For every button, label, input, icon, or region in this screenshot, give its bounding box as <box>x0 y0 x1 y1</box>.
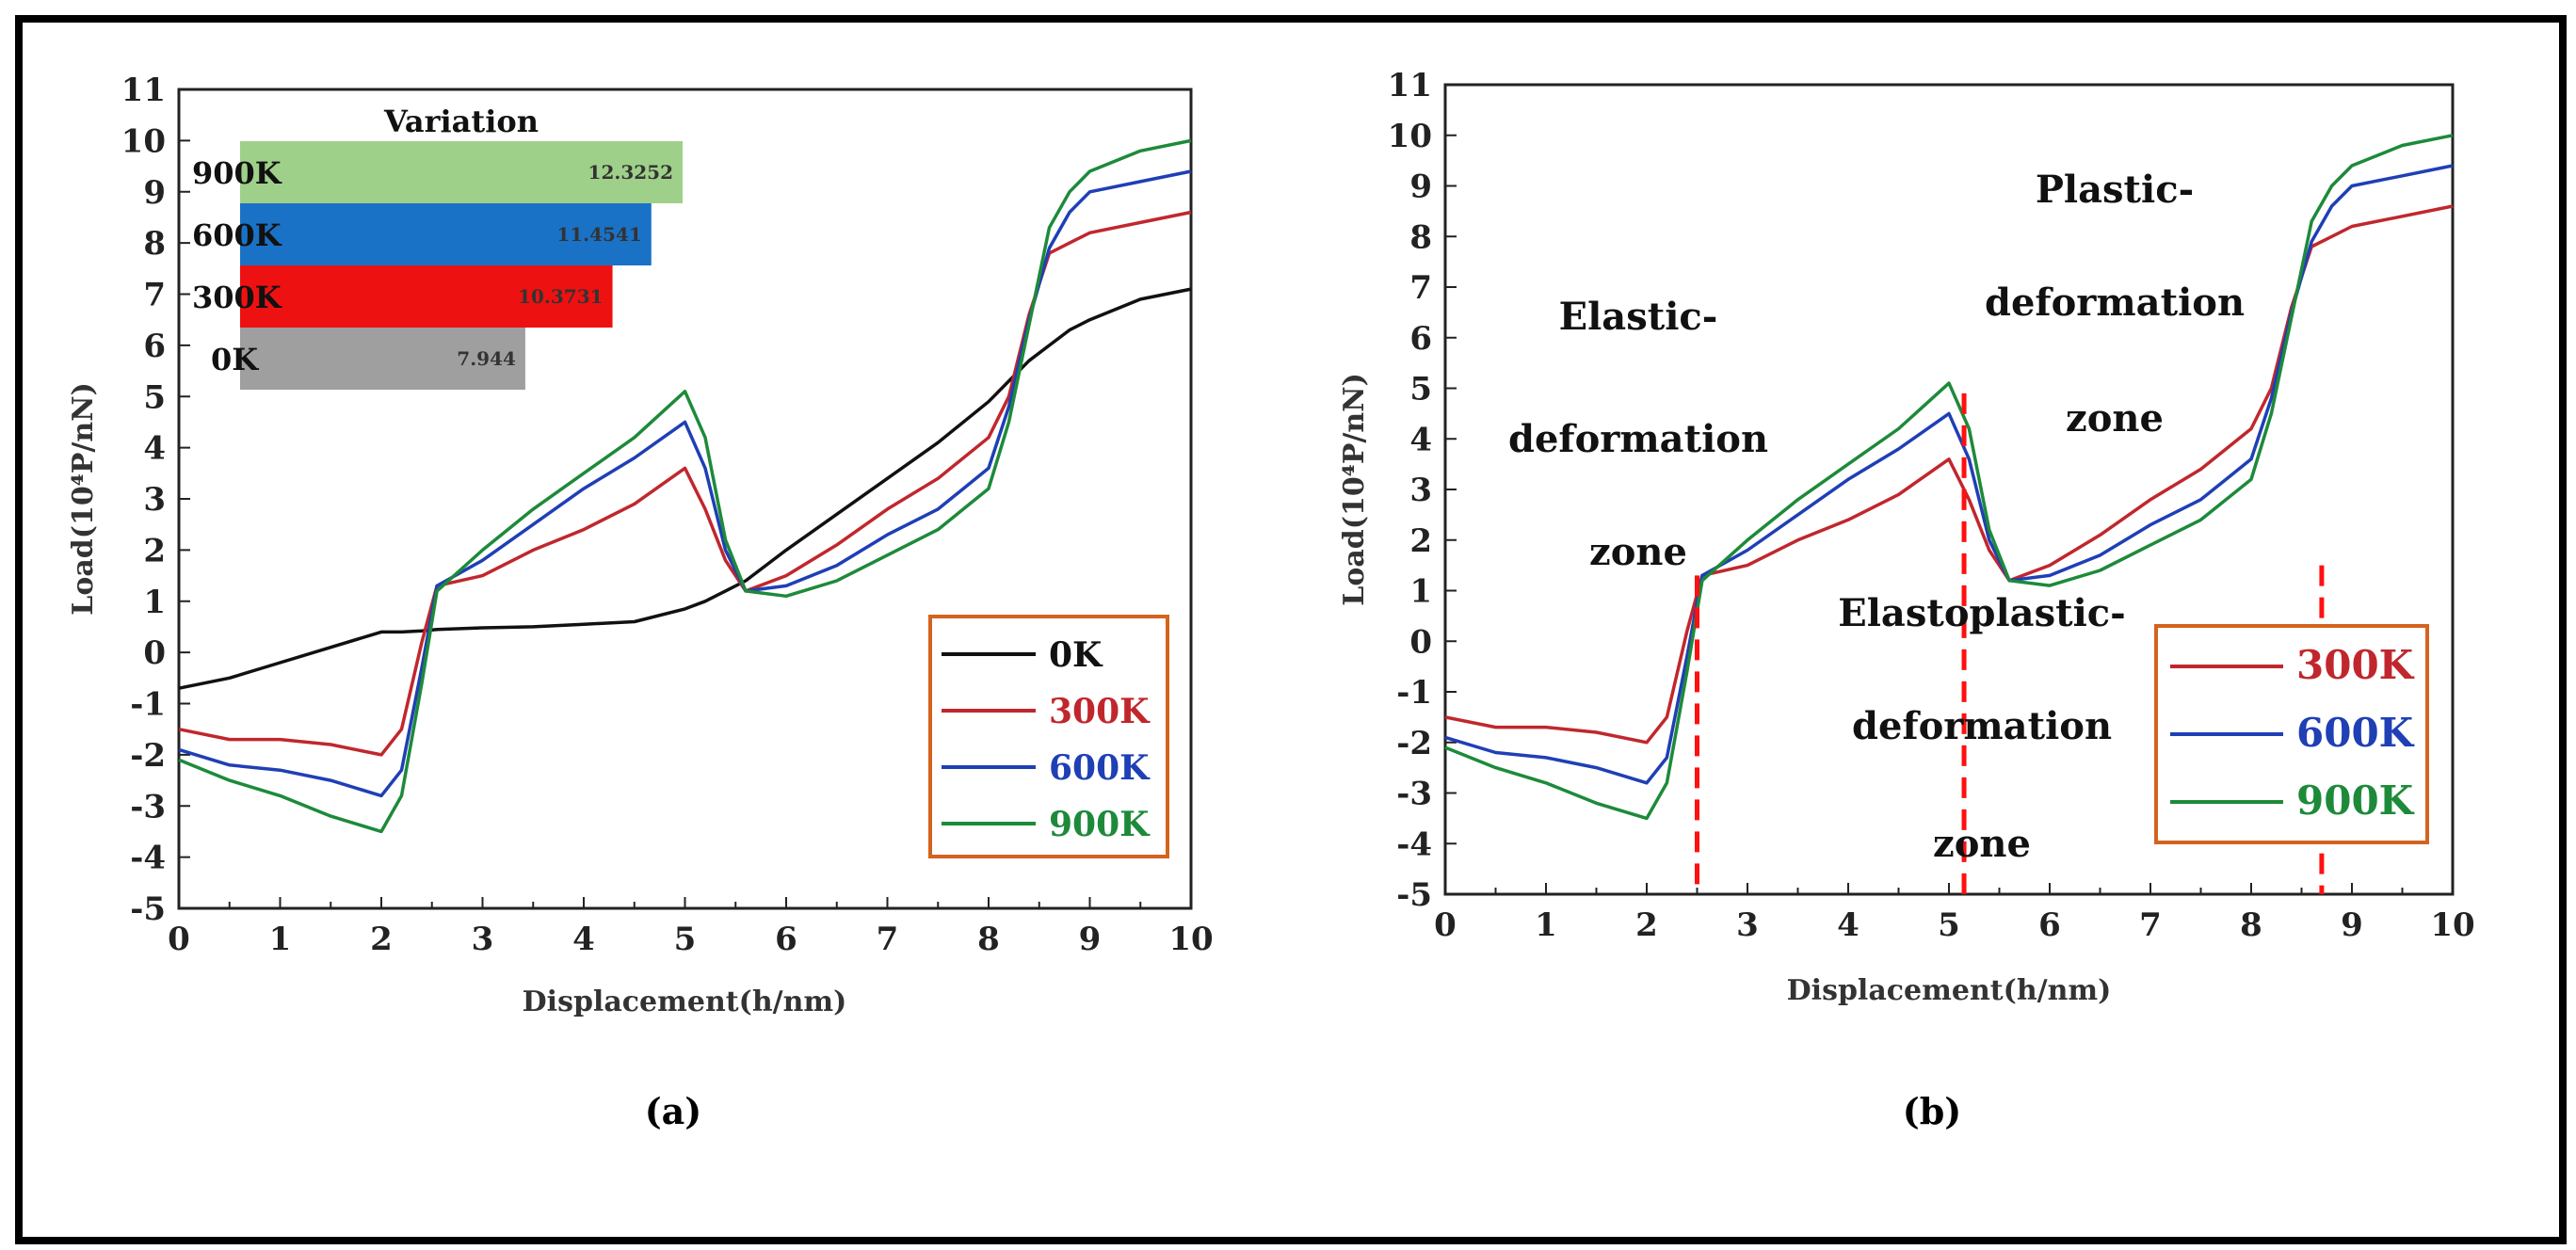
inset-bar-300k <box>240 265 613 328</box>
x-tick-label: 8 <box>977 921 1000 958</box>
caption-b: (b) <box>1902 1090 1962 1132</box>
y-tick-label: 7 <box>1409 269 1432 307</box>
x-tick-label: 9 <box>1079 921 1102 958</box>
legend-label-600k: 600K <box>2296 710 2415 756</box>
y-tick-label: 1 <box>143 584 166 621</box>
x-tick-label: 2 <box>370 921 393 958</box>
inset-bar-900k <box>240 141 683 203</box>
inset-bar-value: 7.944 <box>457 347 516 370</box>
x-tick-label: 0 <box>1434 906 1457 944</box>
legend-label-900k: 900K <box>2296 777 2415 824</box>
x-tick-label: 5 <box>674 921 697 958</box>
y-tick-label: -1 <box>1396 674 1432 712</box>
x-axis-label-b: Displacement(h/nm) <box>1787 974 2112 1007</box>
x-tick-label: 3 <box>1736 906 1759 944</box>
x-tick-label: 7 <box>877 921 899 958</box>
x-tick-label: 4 <box>1837 906 1860 944</box>
plastic-zone-label: zone <box>2066 396 2164 441</box>
inset-bar-label: 0K <box>211 342 259 377</box>
y-tick-label: 6 <box>1409 320 1432 358</box>
x-tick-label: 6 <box>2038 906 2061 944</box>
y-tick-label: -4 <box>130 840 166 877</box>
inset-bar-label: 600K <box>192 217 282 253</box>
inset-bar-label: 300K <box>192 280 282 315</box>
y-tick-label: 4 <box>143 430 166 468</box>
y-tick-label: 2 <box>1409 522 1432 560</box>
plastic-zone-label: deformation <box>1985 280 2245 325</box>
figure-frame <box>15 15 2567 1244</box>
elastic-zone-label: Elastic- <box>1559 295 1718 339</box>
y-tick-label: 9 <box>1409 168 1432 206</box>
y-tick-label: 10 <box>121 122 166 160</box>
y-tick-label: -5 <box>130 890 166 928</box>
y-tick-label: 11 <box>121 72 166 109</box>
x-tick-label: 10 <box>1168 921 1213 958</box>
chart-panel-a: 0 1 2 3 4 5 6 7 8 9 10 -5 -4 -3 -2 -1 0 1 2 3 4 5 6 7 8 9 10 11 Var… <box>67 72 1214 1018</box>
x-tick-label: 7 <box>2139 906 2162 944</box>
x-axis-label-a: Displacement(h/nm) <box>523 986 847 1018</box>
legend-label-300k: 300K <box>2296 642 2415 688</box>
y-tick-label: 1 <box>1409 573 1432 611</box>
elastoplastic-zone-label: zone <box>1933 822 2031 866</box>
y-tick-label: 9 <box>143 174 166 212</box>
y-tick-label: 0 <box>1409 623 1432 661</box>
y-tick-label: 3 <box>143 481 166 519</box>
x-tick-label: 8 <box>2240 906 2262 944</box>
x-tick-label: 1 <box>269 921 292 958</box>
inset-title: Variation <box>383 104 539 139</box>
y-tick-label: -5 <box>1396 876 1432 914</box>
legend-label-600k: 600K <box>1049 748 1151 788</box>
elastoplastic-zone-label: deformation <box>1852 704 2112 748</box>
y-tick-label: 5 <box>143 378 166 416</box>
plastic-zone-label: Plastic- <box>2036 168 2194 212</box>
y-tick-label: -3 <box>1396 776 1432 813</box>
series-line-900k <box>1444 134 2454 821</box>
legend-box-a <box>928 615 1169 858</box>
legend-label-300k: 300K <box>1049 692 1151 731</box>
elastic-zone-label: zone <box>1589 530 1687 574</box>
legend-label-0k: 0K <box>1049 635 1103 675</box>
y-tick-label: 2 <box>143 532 166 569</box>
y-axis-label-b: Load(10⁴P/nN) <box>1338 373 1371 606</box>
x-tick-label: 5 <box>1938 906 1960 944</box>
x-tick-label: 0 <box>168 921 190 958</box>
inset-bar-value: 12.3252 <box>588 161 673 184</box>
legend-label-900k: 900K <box>1049 805 1151 844</box>
y-tick-label: -2 <box>130 737 166 775</box>
y-tick-label: 8 <box>1409 218 1432 256</box>
chart-panel-b: 0 1 2 3 4 5 6 7 8 9 10 -5 -4 -3 -2 -1 0 1 2 3 4 5 6 7 8 9 10 11 Ela… <box>1338 67 2475 1007</box>
series-line-0k <box>178 287 1192 690</box>
y-tick-label: 5 <box>1409 371 1432 409</box>
y-tick-label: -1 <box>130 686 166 724</box>
y-tick-label: 8 <box>143 225 166 263</box>
y-tick-label: 3 <box>1409 472 1432 509</box>
series-line-900k <box>178 138 1192 834</box>
x-tick-label: 9 <box>2341 906 2363 944</box>
y-tick-label: 6 <box>143 328 166 365</box>
x-tick-label: 1 <box>1535 906 1557 944</box>
inset-bar-value: 10.3731 <box>518 285 603 308</box>
y-tick-label: -3 <box>130 788 166 825</box>
x-tick-label: 2 <box>1635 906 1658 944</box>
y-tick-label: 0 <box>143 634 166 672</box>
x-tick-label: 3 <box>472 921 494 958</box>
x-tick-label: 4 <box>572 921 595 958</box>
y-tick-label: 11 <box>1388 67 1432 104</box>
x-tick-label: 10 <box>2430 906 2474 944</box>
caption-a: (a) <box>644 1090 702 1132</box>
x-tick-label: 6 <box>775 921 797 958</box>
y-tick-label: -4 <box>1396 825 1432 863</box>
y-axis-label-a: Load(10⁴P/nN) <box>67 382 100 616</box>
y-tick-label: 4 <box>1409 421 1432 458</box>
elastoplastic-zone-label: Elastoplastic- <box>1838 591 2126 635</box>
elastic-zone-label: deformation <box>1508 417 1768 461</box>
inset-bar-value: 11.4541 <box>556 223 641 246</box>
y-tick-label: 10 <box>1388 118 1432 155</box>
y-tick-label: 7 <box>143 277 166 314</box>
inset-bar-label: 900K <box>192 155 282 191</box>
inset-bar-600k <box>240 203 652 265</box>
inset-bar-0k <box>240 328 525 390</box>
y-tick-label: -2 <box>1396 725 1432 762</box>
